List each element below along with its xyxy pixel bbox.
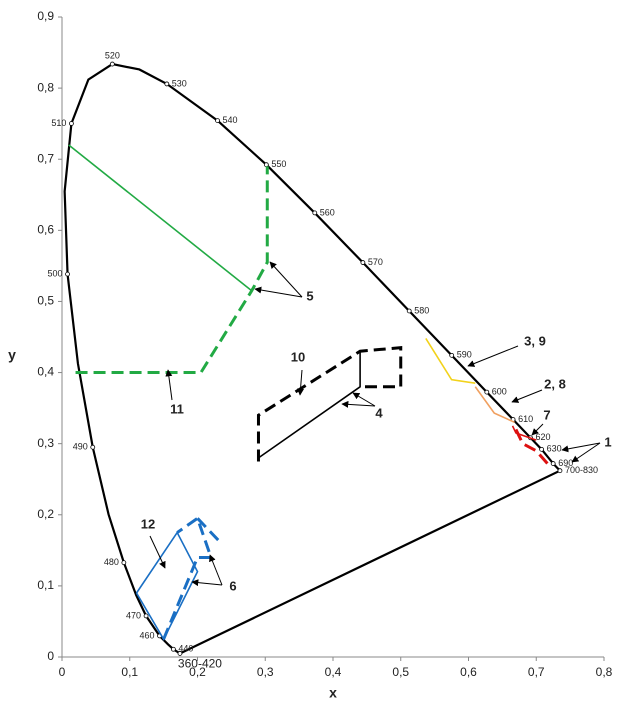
wavelength-label: 470 — [126, 610, 141, 620]
region-line — [68, 144, 253, 292]
wavelength-point — [65, 271, 70, 277]
annotation-arrow — [352, 392, 376, 407]
wavelength-point — [69, 121, 74, 126]
wavelength-label: 560 — [320, 207, 335, 217]
x-tick-label: 0,3 — [257, 665, 274, 679]
region-line — [511, 425, 537, 441]
wavelength-point — [177, 651, 183, 656]
region-line — [196, 517, 223, 545]
wavelength-point — [360, 260, 366, 265]
wavelength-label: 510 — [51, 118, 66, 128]
y-tick-label: 0,8 — [37, 80, 54, 94]
y-tick-label: 0,4 — [37, 365, 54, 379]
wavelength-label: 480 — [104, 557, 119, 567]
region-line — [75, 166, 269, 375]
wavelength-point — [170, 646, 176, 652]
annotation: 4 — [375, 405, 383, 420]
wavelength-label: 550 — [271, 159, 286, 169]
x-tick-label: 0,2 — [189, 665, 206, 679]
y-tick-label: 0,6 — [37, 223, 54, 237]
annotation-arrow — [511, 389, 543, 403]
annotation: 3, 9 — [524, 333, 546, 348]
wavelength-label: 590 — [457, 350, 472, 360]
annotation-arrow — [341, 400, 376, 408]
region-line — [474, 386, 515, 424]
wavelength-point — [406, 308, 412, 314]
wavelength-point — [143, 613, 149, 619]
x-tick-label: 0,7 — [528, 665, 545, 679]
x-tick-label: 0 — [59, 665, 66, 679]
spectral-locus — [63, 62, 562, 655]
annotation-arrow — [571, 442, 601, 463]
annotation: 5 — [306, 288, 313, 303]
annotation-arrow — [269, 261, 303, 298]
annotation-arrow — [561, 442, 601, 453]
annotation: 1 — [604, 434, 611, 449]
y-tick-label: 0 — [47, 649, 54, 663]
region-line — [256, 346, 403, 462]
wavelength-point — [539, 446, 545, 452]
wavelength-label: 690 — [558, 458, 573, 468]
y-tick-label: 0,9 — [37, 9, 54, 23]
annotation-arrow — [297, 369, 304, 396]
y-axis-label: y — [8, 347, 16, 363]
annotation-arrow — [191, 579, 223, 587]
wavelength-label: 610 — [518, 414, 533, 424]
wavelength-point — [90, 444, 96, 450]
annotation: 7 — [543, 407, 550, 422]
wavelength-label: 620 — [535, 432, 550, 442]
region-line — [258, 351, 361, 459]
region-line — [162, 515, 214, 640]
annotation-arrow — [531, 423, 544, 436]
annotation-arrow — [149, 535, 166, 569]
wavelength-point — [109, 61, 115, 67]
x-tick-label: 0,6 — [460, 665, 477, 679]
y-tick-label: 0,1 — [37, 578, 54, 592]
wavelength-label: 570 — [368, 257, 383, 267]
annotation-arrow — [467, 345, 519, 367]
annotation: 11 — [170, 401, 184, 416]
wavelength-label: 500 — [48, 269, 63, 279]
y-tick-label: 0,3 — [37, 436, 54, 450]
annotation-arrow — [254, 286, 303, 298]
wavelength-point — [312, 210, 318, 216]
y-tick-label: 0,5 — [37, 294, 54, 308]
wavelength-point — [557, 468, 563, 474]
x-axis-label: x — [329, 685, 337, 701]
x-tick-label: 0,5 — [392, 665, 409, 679]
x-tick-label: 0,8 — [596, 665, 613, 679]
annotation: 10 — [291, 349, 305, 364]
wavelength-label: 540 — [223, 115, 238, 125]
wavelength-label: 360-420 — [178, 657, 222, 671]
wavelength-point — [550, 461, 556, 466]
wavelength-label: 580 — [414, 305, 429, 315]
x-tick-label: 0,1 — [121, 665, 138, 679]
wavelength-label: 600 — [492, 386, 507, 396]
wavelength-label: 490 — [73, 442, 88, 452]
annotation: 12 — [141, 516, 155, 531]
wavelength-label: 440 — [178, 644, 193, 654]
wavelength-label: 460 — [140, 630, 155, 640]
annotation-arrow — [209, 554, 223, 586]
annotation: 6 — [229, 578, 236, 593]
wavelength-label: 700-830 — [565, 465, 598, 475]
y-tick-label: 0,7 — [37, 151, 54, 165]
wavelength-label: 630 — [547, 444, 562, 454]
wavelength-point — [215, 118, 220, 124]
wavelength-point — [121, 560, 127, 566]
region-line — [135, 530, 199, 641]
wavelength-point — [449, 352, 455, 358]
wavelength-point — [164, 81, 170, 87]
wavelength-label: 520 — [105, 50, 120, 60]
annotation: 2, 8 — [544, 376, 566, 391]
wavelength-point — [484, 389, 490, 395]
y-tick-label: 0,2 — [37, 507, 54, 521]
x-tick-label: 0,4 — [325, 665, 342, 679]
wavelength-label: 530 — [172, 78, 187, 88]
wavelength-point — [263, 162, 269, 168]
region-line — [514, 428, 553, 469]
region-line — [425, 337, 476, 385]
annotation-arrow — [165, 369, 173, 401]
